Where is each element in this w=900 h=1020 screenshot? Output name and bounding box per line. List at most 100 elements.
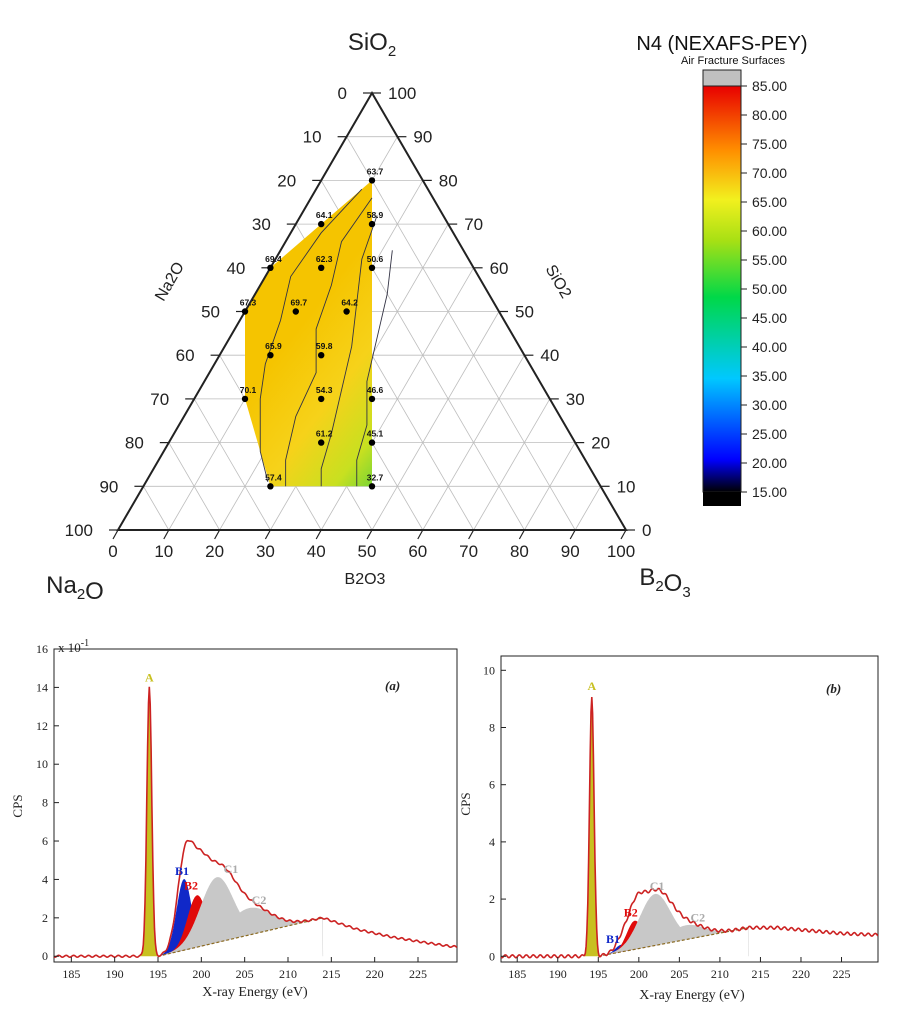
composition-point [318,264,325,271]
point-label: 64.2 [341,298,358,308]
contour-fill [245,180,372,487]
multiplier-base: x 10 [58,640,81,655]
contour-line [259,188,363,483]
peak-label: A [145,670,154,684]
colorbar-tick-label: 50.00 [752,281,787,297]
point-label: 32.7 [367,472,384,482]
tick-label-b2o3: 60 [408,542,427,561]
tick-label-b2o3: 80 [510,542,529,561]
grid-line [473,398,551,531]
tick-label-na2o: 20 [277,171,296,190]
peak-c2 [162,907,336,957]
axis-label-left: Na2O [152,259,188,304]
panel-b-axes: 185 190 195 200 205 210 215 220 225 0 2 4 6 8 10 [483,663,851,981]
grid-line [143,486,170,531]
composition-point [368,264,376,271]
peak-b1 [154,879,214,957]
peak-a [582,696,601,957]
colorbar-tick-label: 65.00 [752,194,787,210]
vertex-top-main: SiO2 [348,29,396,60]
point-label: 61.2 [316,429,333,439]
x-tick-label: 200 [192,967,210,981]
y-tick-label: 0 [42,949,48,963]
grid-line [574,486,601,531]
tick-label-na2o: 70 [150,390,169,409]
peak-label: A [587,679,596,693]
peak-label: B1 [175,864,189,878]
colorbar-tick-label: 40.00 [752,339,787,355]
y-tick-label: 12 [36,719,48,733]
tick-mark [620,529,627,540]
tick-mark [315,529,322,540]
composition-point [241,395,249,403]
spectrum-envelope [54,686,457,959]
colorbar-ticks: 85.00 80.00 75.00 70.00 65.00 60.00 55.00 50.00… [741,78,787,500]
formula-part: O [85,578,104,605]
grid-line [346,136,576,531]
point-label: 50.6 [367,254,384,264]
point-label: 69.7 [291,298,308,308]
tick-mark [417,529,424,540]
tick-label-sio2: 20 [591,434,610,453]
formula-part: SiO [348,29,388,56]
composition-point [318,352,325,359]
composition-point [241,308,249,315]
peak-c1 [151,877,283,957]
y-tick-label: 14 [36,680,48,694]
colorbar-tick-label: 30.00 [752,397,787,413]
tick-mark [569,529,576,540]
peak-label: C1 [224,862,239,876]
colorbar-title: N4 (NEXAFS-PEY) [636,33,807,55]
colorbar-tick-label: 85.00 [752,78,787,94]
y-tick-label: 2 [489,892,495,906]
point-label: 65.9 [265,341,282,351]
contour-line [285,197,373,487]
x-tick-label: 225 [833,967,851,981]
tick-mark [468,529,475,540]
peak-label: B1 [606,932,620,946]
point-label: 67.3 [240,298,257,308]
tick-label-na2o: 10 [303,128,322,147]
y-tick-label: 0 [489,949,495,963]
colorbar-tick-label: 20.00 [752,455,787,471]
tick-label-b2o3: 40 [307,542,326,561]
panel-b-tag: (b) [826,681,841,696]
peak-c1 [593,893,717,957]
x-tick-label: 205 [236,967,254,981]
composition-point [318,395,325,403]
tick-mark [163,529,170,540]
tick-label-sio2: 80 [439,171,458,190]
vertex-left-main: Na2O [46,572,104,605]
x-tick-label: 220 [366,967,384,981]
tick-label-b2o3: 100 [607,542,635,561]
y-tick-label: 10 [483,663,495,677]
x-tick-label: 200 [630,967,648,981]
y-tick-label: 10 [36,757,48,771]
composition-point [318,439,325,446]
tick-label-na2o: 0 [338,84,347,103]
tick-label-b2o3: 10 [154,542,173,561]
point-label: 70.1 [240,385,257,395]
tick-label-sio2: 0 [642,521,651,540]
peak-label: B2 [624,906,638,920]
grid-line [371,311,500,531]
tick-label-na2o: 30 [252,215,271,234]
axis-label-bottom: B2O3 [345,571,386,588]
point-label: 46.6 [367,385,384,395]
point-label: 69.4 [265,254,282,264]
x-tick-label: 190 [549,967,567,981]
grid-line [168,442,220,531]
contour-line [356,250,393,487]
panel-a-axes: 185 190 195 200 205 210 215 220 225 0 2 4 6 8 10 12 14 16 [36,642,427,981]
vertex-right-main: B2O3 [639,564,690,601]
colorbar-tick-label: 70.00 [752,165,787,181]
tick-label-na2o: 100 [65,521,93,540]
spectrum-envelope [501,697,878,959]
colorbar-tick-label: 35.00 [752,368,787,384]
composition-point [368,395,376,403]
formula-subscript: 2 [388,43,396,60]
tick-mark [518,529,525,540]
